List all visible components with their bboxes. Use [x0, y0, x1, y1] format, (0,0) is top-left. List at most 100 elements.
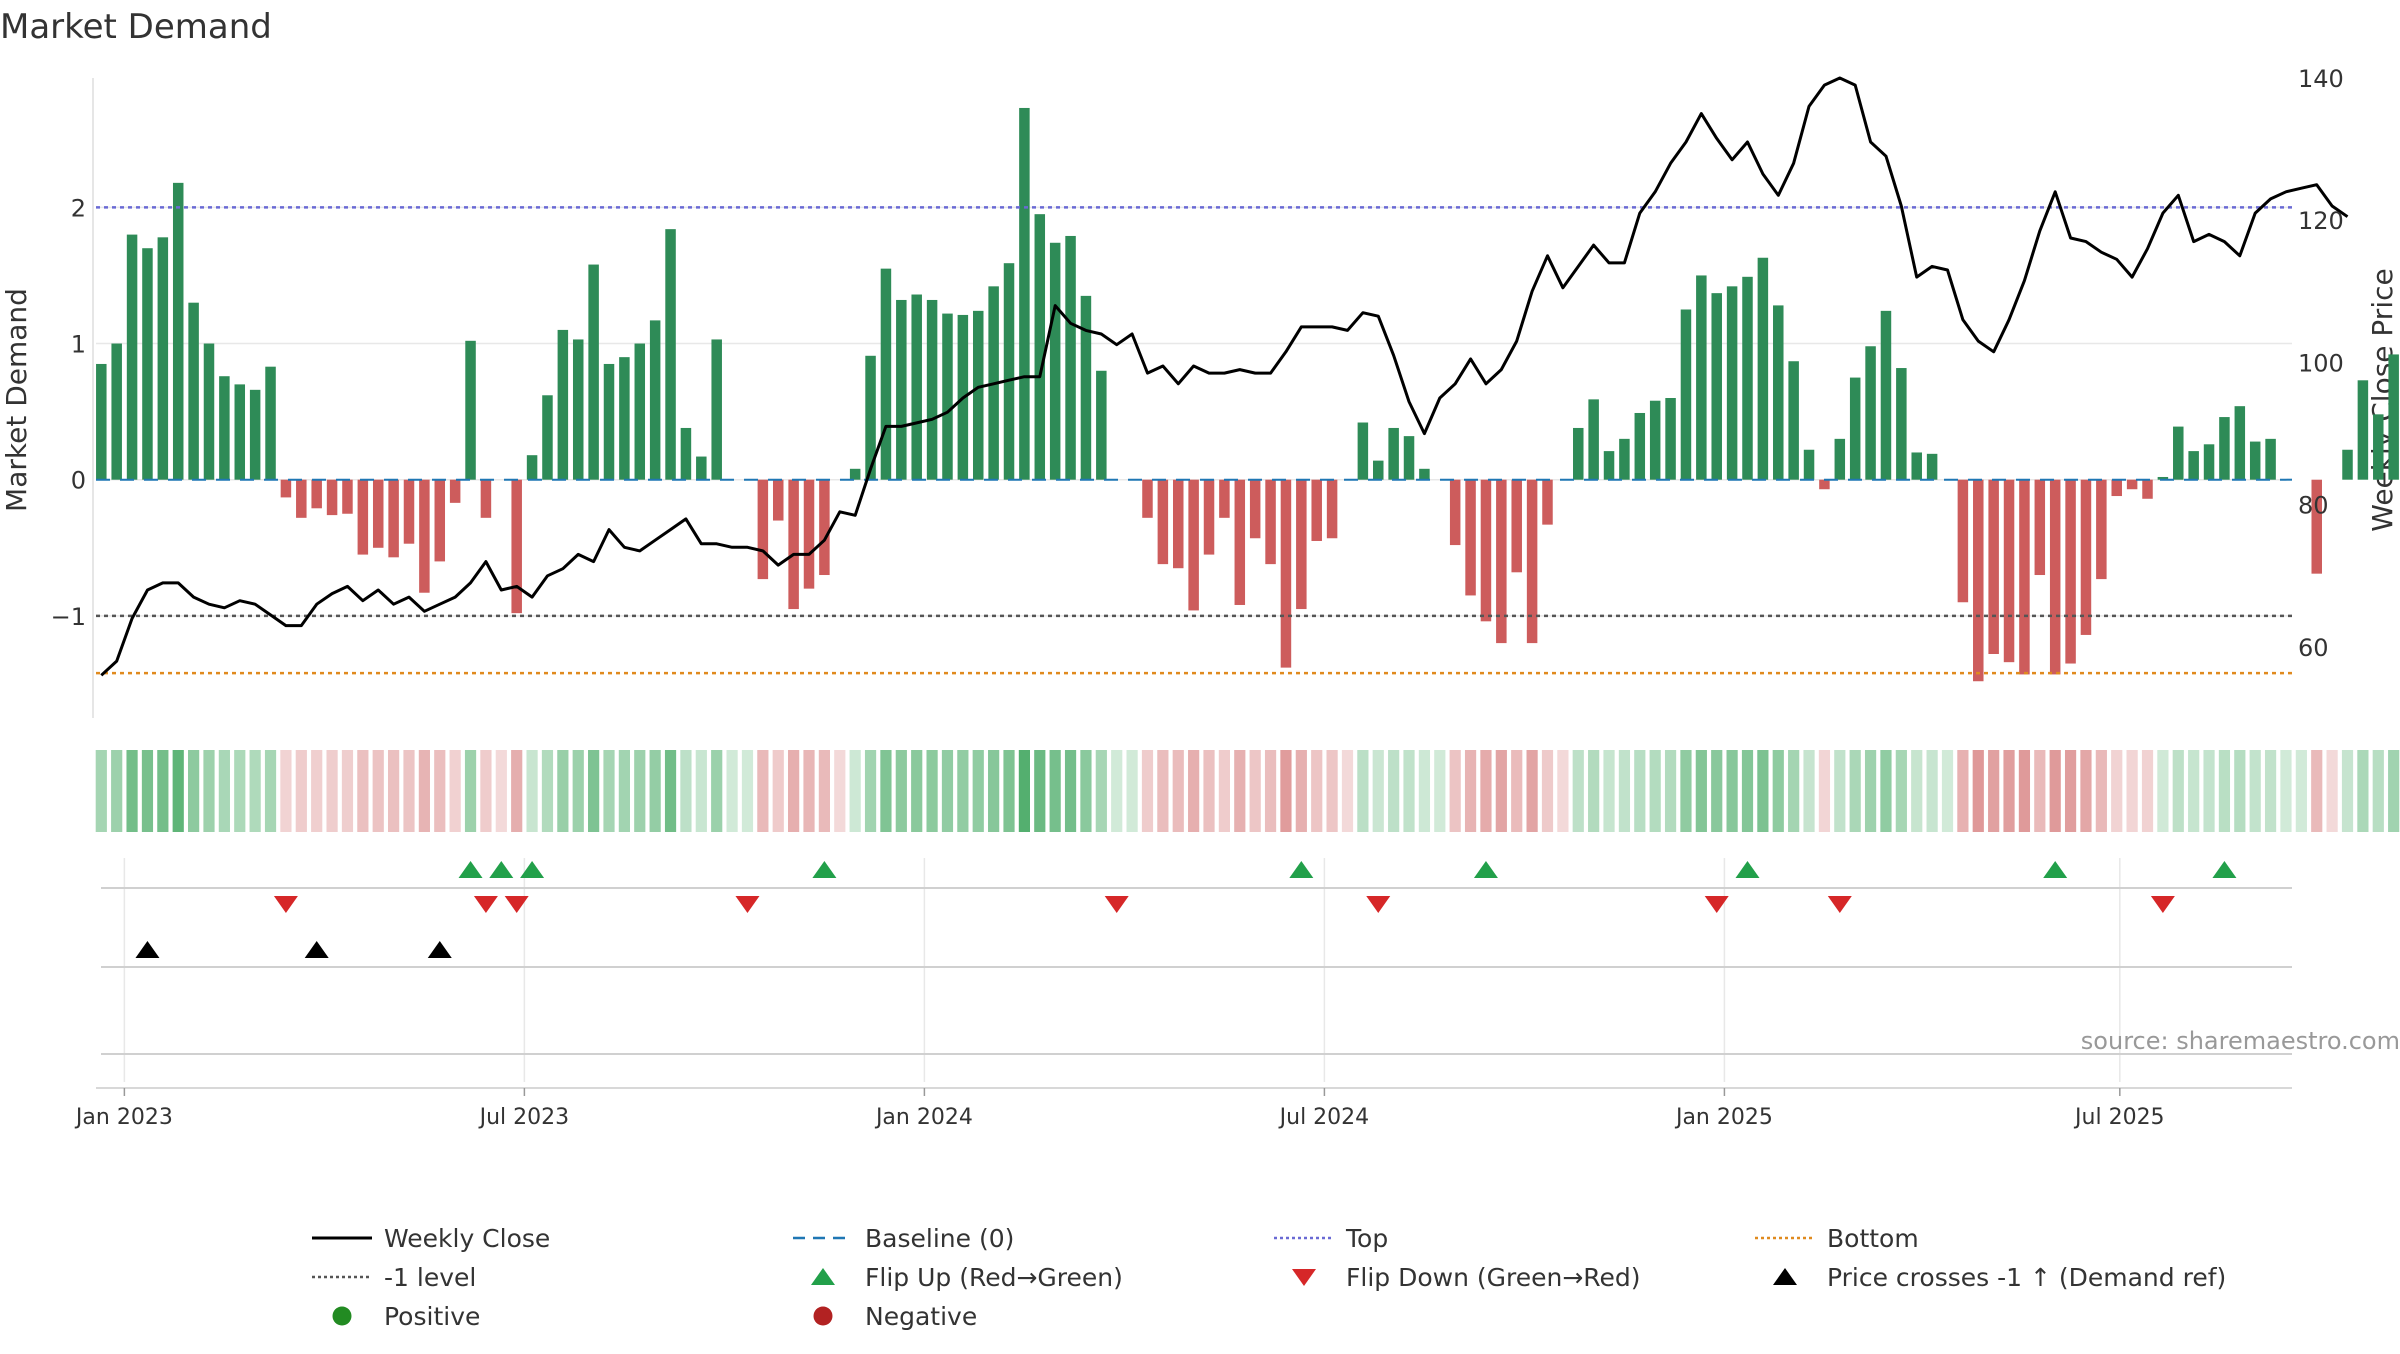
y2-tick-label: 140	[2298, 65, 2344, 93]
positive-bar	[1603, 451, 1615, 480]
positive-bar	[603, 363, 615, 480]
heat-cell-positive	[1788, 750, 1800, 832]
heat-cell-positive	[664, 750, 677, 832]
positive-bar	[1357, 422, 1369, 480]
heat-cell-negative	[1249, 750, 1261, 832]
heat-cell-positive	[1849, 750, 1861, 832]
heat-cell-negative	[280, 750, 292, 832]
heat-cell-negative	[757, 750, 769, 832]
heat-cell-negative	[772, 750, 784, 832]
y-axis-label: Market Demand	[0, 288, 33, 512]
heat-cell-negative	[1480, 750, 1492, 832]
positive-bar	[619, 357, 630, 480]
y2-tick-label: 80	[2298, 492, 2329, 520]
positive-bar	[880, 268, 892, 480]
heat-cell-negative	[1326, 750, 1338, 832]
negative-bar	[2034, 479, 2046, 576]
positive-bar	[1649, 400, 1661, 480]
y2-tick-label: 120	[2298, 207, 2344, 235]
heat-cell-negative	[1157, 750, 1169, 832]
positive-bar	[1388, 427, 1399, 480]
heat-cell-positive	[1003, 750, 1015, 832]
positive-bar	[711, 339, 722, 480]
heat-cell-negative	[1172, 750, 1184, 832]
heat-cell-negative	[2003, 750, 2015, 832]
negative-bar	[1326, 479, 1338, 539]
negative-bar	[819, 479, 830, 576]
positive-bar	[911, 294, 922, 480]
negative-bar	[1526, 479, 1538, 644]
positive-bar	[219, 376, 230, 480]
flip-up-marker	[812, 861, 837, 878]
heat-cell-positive	[157, 750, 169, 832]
positive-bar	[2342, 449, 2353, 480]
negative-bar	[1465, 479, 1476, 596]
negative-bar	[480, 479, 492, 518]
heat-cell-positive	[2172, 750, 2184, 832]
heat-cell-negative	[1526, 750, 1538, 832]
positive-bar	[1911, 452, 1922, 480]
negative-bar	[1249, 479, 1261, 539]
heat-cell-negative	[1141, 750, 1154, 832]
heat-cell-positive	[1018, 750, 1030, 832]
heat-cell-positive	[2341, 750, 2354, 832]
heat-cell-positive	[1757, 750, 1769, 832]
positive-bar	[665, 229, 676, 480]
legend-label: Top	[1345, 1224, 1388, 1253]
heat-cell-positive	[1403, 750, 1415, 832]
heat-cell-positive	[1603, 750, 1615, 832]
negative-bar	[1542, 479, 1553, 525]
heat-cell-negative	[341, 750, 354, 832]
positive-bar	[972, 310, 984, 480]
y-tick-label: 2	[71, 194, 86, 222]
heat-cell-positive	[264, 750, 277, 832]
heat-cell-positive	[1126, 750, 1138, 832]
heat-cell-positive	[1680, 750, 1692, 832]
negative-bar	[1973, 479, 1984, 682]
positive-bar	[1080, 295, 1092, 480]
heat-cell-negative	[1280, 750, 1292, 832]
positive-bar	[634, 343, 646, 480]
y-tick-label: −1	[51, 603, 86, 631]
x-tick-label: Jul 2025	[2073, 1105, 2165, 1130]
heat-cell-negative	[2080, 750, 2092, 832]
x-tick-label: Jul 2024	[1278, 1105, 1370, 1130]
heat-cell-positive	[1741, 750, 1754, 832]
heat-cell-negative	[357, 750, 369, 832]
positive-bar	[1096, 370, 1107, 480]
weekly-close-layer	[100, 76, 2349, 677]
heat-cell-negative	[818, 750, 830, 832]
heat-cell-positive	[726, 750, 738, 832]
y-tick-label: 0	[71, 467, 86, 495]
positive-bar	[111, 343, 122, 480]
heat-cell-positive	[926, 750, 938, 832]
flip-down-marker	[273, 896, 298, 913]
heat-cell-positive	[1418, 750, 1431, 832]
heat-cell-negative	[2064, 750, 2077, 832]
negative-bar	[2019, 479, 2030, 675]
positive-bar	[1803, 449, 1815, 480]
legend-swatch	[332, 1306, 352, 1326]
heat-cell-positive	[1618, 750, 1631, 832]
heat-cell-positive	[2372, 750, 2384, 832]
flip-up-marker	[489, 861, 514, 878]
heat-cell-negative	[1464, 750, 1477, 832]
legend-label: -1 level	[384, 1263, 476, 1292]
heat-cell-positive	[1664, 750, 1677, 832]
negative-bar	[2096, 479, 2107, 580]
legend: Weekly Close Baseline (0) Top Bottom -1 leve…	[312, 1224, 2226, 1331]
heat-cell-negative	[1188, 750, 1200, 832]
positive-bar	[1926, 453, 1938, 480]
positive-bar	[942, 313, 953, 480]
heat-cell-negative	[1295, 750, 1307, 832]
positive-bar	[2265, 438, 2276, 480]
axes-layer: −1 0 1 2 60 80 100 120 140	[51, 65, 2344, 718]
heat-cell-negative	[1203, 750, 1215, 832]
x-tick-label: Jan 2024	[874, 1105, 973, 1130]
legend-swatch	[813, 1306, 833, 1326]
heat-cell-positive	[711, 750, 723, 832]
price-cross-marker	[427, 941, 452, 958]
heat-cell-positive	[234, 750, 246, 832]
positive-bar	[865, 355, 876, 480]
positive-bar	[249, 389, 261, 480]
